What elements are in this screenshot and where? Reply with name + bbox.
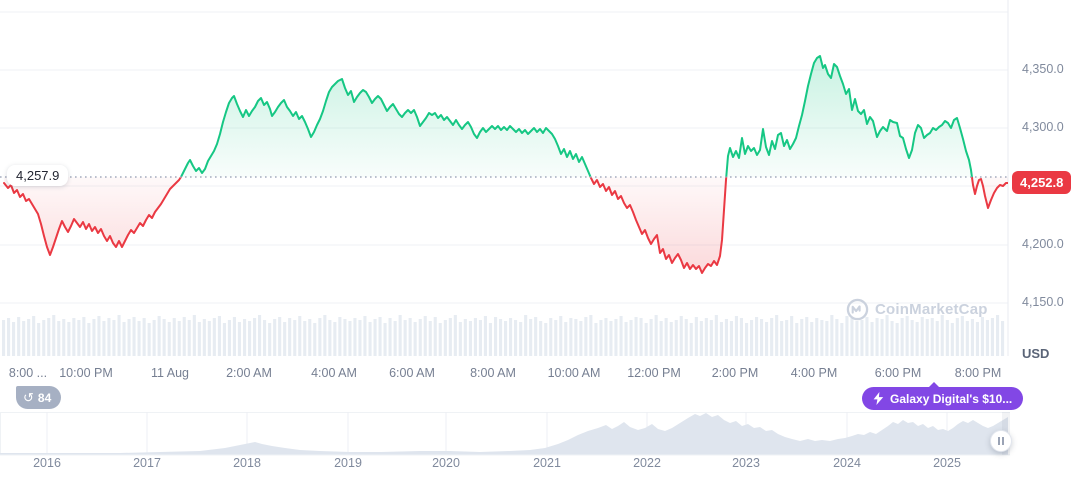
timeline-year-label: 2025 bbox=[933, 456, 961, 470]
x-axis-label: 6:00 PM bbox=[874, 366, 922, 380]
x-axis-label: 8:00 PM bbox=[954, 366, 1002, 380]
currency-label: USD bbox=[1022, 346, 1050, 361]
y-axis: 4,252.8 USD 4,350.0 4,300.0 4,200.0 4,150.0 bbox=[1010, 0, 1072, 477]
x-axis-label: 4:00 PM bbox=[790, 366, 838, 380]
timeline-scrubber[interactable] bbox=[0, 412, 1010, 456]
x-axis-label: 10:00 AM bbox=[547, 366, 601, 380]
timeline-year-label: 2016 bbox=[33, 456, 61, 470]
timeline-year-label: 2019 bbox=[334, 456, 362, 470]
history-count: 84 bbox=[37, 390, 52, 405]
timeline-year-label: 2023 bbox=[732, 456, 760, 470]
y-axis-label: 4,300.0 bbox=[1022, 120, 1064, 134]
x-axis-label: 2:00 AM bbox=[226, 366, 272, 380]
watermark-text: CoinMarketCap bbox=[875, 301, 988, 318]
coinmarketcap-logo-icon bbox=[846, 298, 869, 321]
main-chart-pane[interactable]: 4,257.9 CoinMarketCap bbox=[0, 0, 1010, 360]
news-badge-pointer bbox=[928, 382, 940, 388]
timeline-year-label: 2018 bbox=[233, 456, 261, 470]
news-badge-label: Galaxy Digital's $10... bbox=[890, 391, 1013, 406]
coinmarketcap-watermark: CoinMarketCap bbox=[846, 298, 988, 321]
timeline-canvas[interactable] bbox=[0, 412, 1010, 456]
timeline-year-label: 2024 bbox=[833, 456, 861, 470]
lightning-icon bbox=[873, 392, 884, 405]
timeline-handle[interactable] bbox=[990, 430, 1012, 452]
x-axis-label: 10:00 PM bbox=[59, 366, 113, 380]
timeline-year-label: 2017 bbox=[133, 456, 161, 470]
timeline-year-label: 2021 bbox=[533, 456, 561, 470]
current-price-badge: 4,252.8 bbox=[1012, 171, 1072, 194]
y-axis-label: 4,350.0 bbox=[1022, 62, 1064, 76]
x-axis-label: 11 Aug bbox=[150, 366, 189, 380]
x-axis-label: 6:00 AM bbox=[389, 366, 435, 380]
timeline-year-label: 2020 bbox=[432, 456, 460, 470]
price-chart-canvas[interactable] bbox=[0, 0, 1010, 360]
x-axis-label: 12:00 PM bbox=[627, 366, 681, 380]
x-axis-label: 2:00 PM bbox=[711, 366, 759, 380]
x-axis-label: 4:00 AM bbox=[311, 366, 357, 380]
history-clock-icon: ↺ bbox=[23, 390, 34, 405]
history-badge[interactable]: ↺ 84 bbox=[16, 386, 62, 409]
x-axis-label: 8:00 AM bbox=[470, 366, 516, 380]
news-badge[interactable]: Galaxy Digital's $10... bbox=[862, 382, 1024, 410]
y-axis-label: 4,200.0 bbox=[1022, 237, 1064, 251]
x-axis-label: 8:00 ... bbox=[8, 366, 48, 380]
y-axis-label: 4,150.0 bbox=[1022, 295, 1064, 309]
baseline-price-label: 4,257.9 bbox=[7, 165, 69, 186]
timeline-year-label: 2022 bbox=[633, 456, 661, 470]
